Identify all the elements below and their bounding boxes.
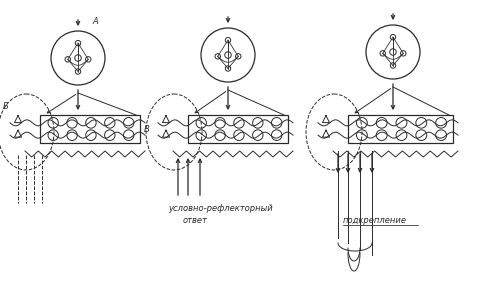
Bar (40, 115, 140, 143)
Text: Б: Б (3, 102, 9, 111)
Bar (347, 115, 452, 143)
Text: условно-рефлекторный: условно-рефлекторный (168, 204, 272, 213)
Text: подкрепление: подкрепление (342, 216, 406, 225)
Text: ответ: ответ (182, 216, 207, 225)
Text: А: А (93, 17, 98, 25)
Bar (188, 115, 288, 143)
Text: В: В (144, 125, 149, 133)
